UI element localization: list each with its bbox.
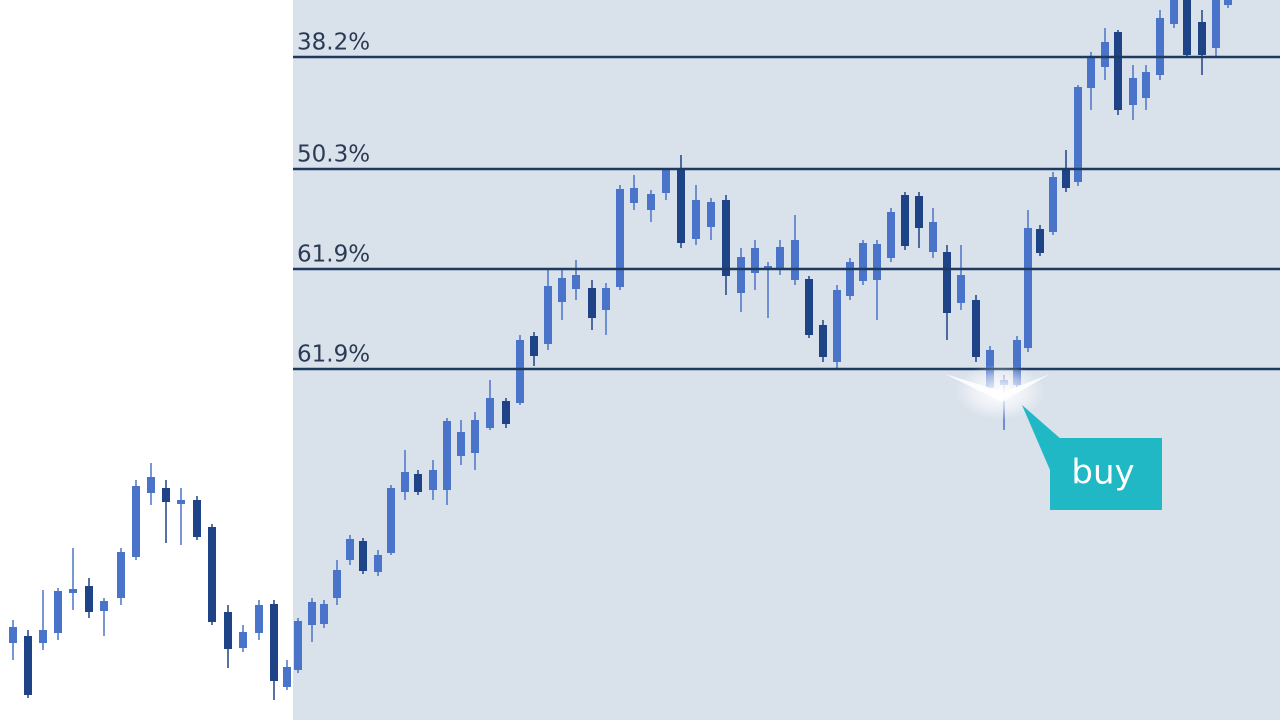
candle-body xyxy=(359,541,367,571)
candle-body xyxy=(1129,78,1137,105)
candle-body xyxy=(308,602,316,625)
signal-arrow xyxy=(945,374,1050,402)
candle-body xyxy=(1074,87,1082,182)
candle-body xyxy=(117,552,125,598)
candle-body xyxy=(1087,57,1095,88)
candle-body xyxy=(54,591,62,633)
candle-body xyxy=(333,570,341,598)
candle-body xyxy=(471,420,479,453)
candle-body xyxy=(1036,229,1044,253)
candle-body xyxy=(1114,32,1122,110)
candle-body xyxy=(239,632,247,648)
candle-body xyxy=(833,290,841,362)
candle-body xyxy=(662,168,670,193)
candle-body xyxy=(132,486,140,557)
candle-body xyxy=(957,275,965,303)
candle-body xyxy=(270,604,278,681)
candle-body xyxy=(1183,0,1191,55)
candle-body xyxy=(208,527,216,622)
candle-body xyxy=(1024,228,1032,348)
candle-body xyxy=(616,189,624,287)
candle-body xyxy=(1212,0,1220,48)
candle-body xyxy=(429,470,437,490)
buy-label: buy xyxy=(1071,453,1134,493)
level-label: 38.2% xyxy=(297,30,370,56)
candle-body xyxy=(1013,340,1021,385)
candle-body xyxy=(39,630,47,643)
levels: 38.2% 50.3% 61.9% 61.9% xyxy=(293,30,1280,371)
candle-body xyxy=(486,398,494,428)
candle-body xyxy=(85,586,93,612)
candle-body xyxy=(69,589,77,593)
candle-body xyxy=(387,488,395,553)
candle-body xyxy=(588,288,596,318)
candle-body xyxy=(1224,0,1232,5)
candle-body xyxy=(558,278,566,302)
candle-body xyxy=(1156,18,1164,75)
candle-body xyxy=(846,262,854,296)
candle-body xyxy=(530,336,538,356)
candle-body xyxy=(692,200,700,239)
candle-body xyxy=(100,601,108,611)
candle-body xyxy=(320,604,328,624)
candle-body xyxy=(805,279,813,335)
candle-body xyxy=(1170,0,1178,24)
candle-body xyxy=(707,202,715,227)
candle-body xyxy=(177,500,185,504)
chart-area xyxy=(293,0,1280,720)
candle-body xyxy=(502,401,510,424)
candle-body xyxy=(602,288,610,310)
candle-body xyxy=(401,472,409,492)
candle-body xyxy=(943,252,951,313)
candle-body xyxy=(887,212,895,258)
candle-body xyxy=(1101,42,1109,67)
candle-body xyxy=(764,266,772,268)
level-label: 61.9% xyxy=(297,342,370,368)
candle-body xyxy=(737,257,745,293)
candle-body xyxy=(224,612,232,649)
candle-body xyxy=(544,286,552,344)
candle-body xyxy=(9,627,17,643)
candle-body xyxy=(972,300,980,357)
candle-body xyxy=(1062,169,1070,188)
candle-body xyxy=(374,555,382,572)
candle-body xyxy=(443,421,451,490)
candle-body xyxy=(24,636,32,695)
candle-body xyxy=(722,200,730,276)
level-label: 50.3% xyxy=(297,142,370,168)
candle-body xyxy=(751,248,759,273)
candle-body xyxy=(346,539,354,560)
candle-body xyxy=(776,247,784,270)
buy-callout xyxy=(1050,438,1162,510)
candle-body xyxy=(929,222,937,252)
level-label: 61.9% xyxy=(297,242,370,268)
candle-body xyxy=(791,240,799,280)
candle-body xyxy=(162,488,170,502)
candle-body xyxy=(255,605,263,633)
candle-body xyxy=(677,170,685,243)
candle-body xyxy=(859,243,867,281)
candle-body xyxy=(1049,177,1057,232)
candle-body xyxy=(193,500,201,537)
candle-body xyxy=(294,621,302,670)
candle-body xyxy=(457,432,465,456)
candle-body xyxy=(647,194,655,210)
candle-body xyxy=(572,275,580,289)
candle-body xyxy=(1142,72,1150,98)
candle-body xyxy=(901,195,909,246)
candle-body xyxy=(414,474,422,492)
candle-body xyxy=(283,667,291,687)
candle-body xyxy=(819,325,827,357)
candle-body xyxy=(915,196,923,228)
candle-body xyxy=(516,340,524,403)
candle-body xyxy=(147,477,155,493)
candle-body xyxy=(630,188,638,203)
candle-body xyxy=(1198,22,1206,55)
candle-body xyxy=(873,244,881,280)
